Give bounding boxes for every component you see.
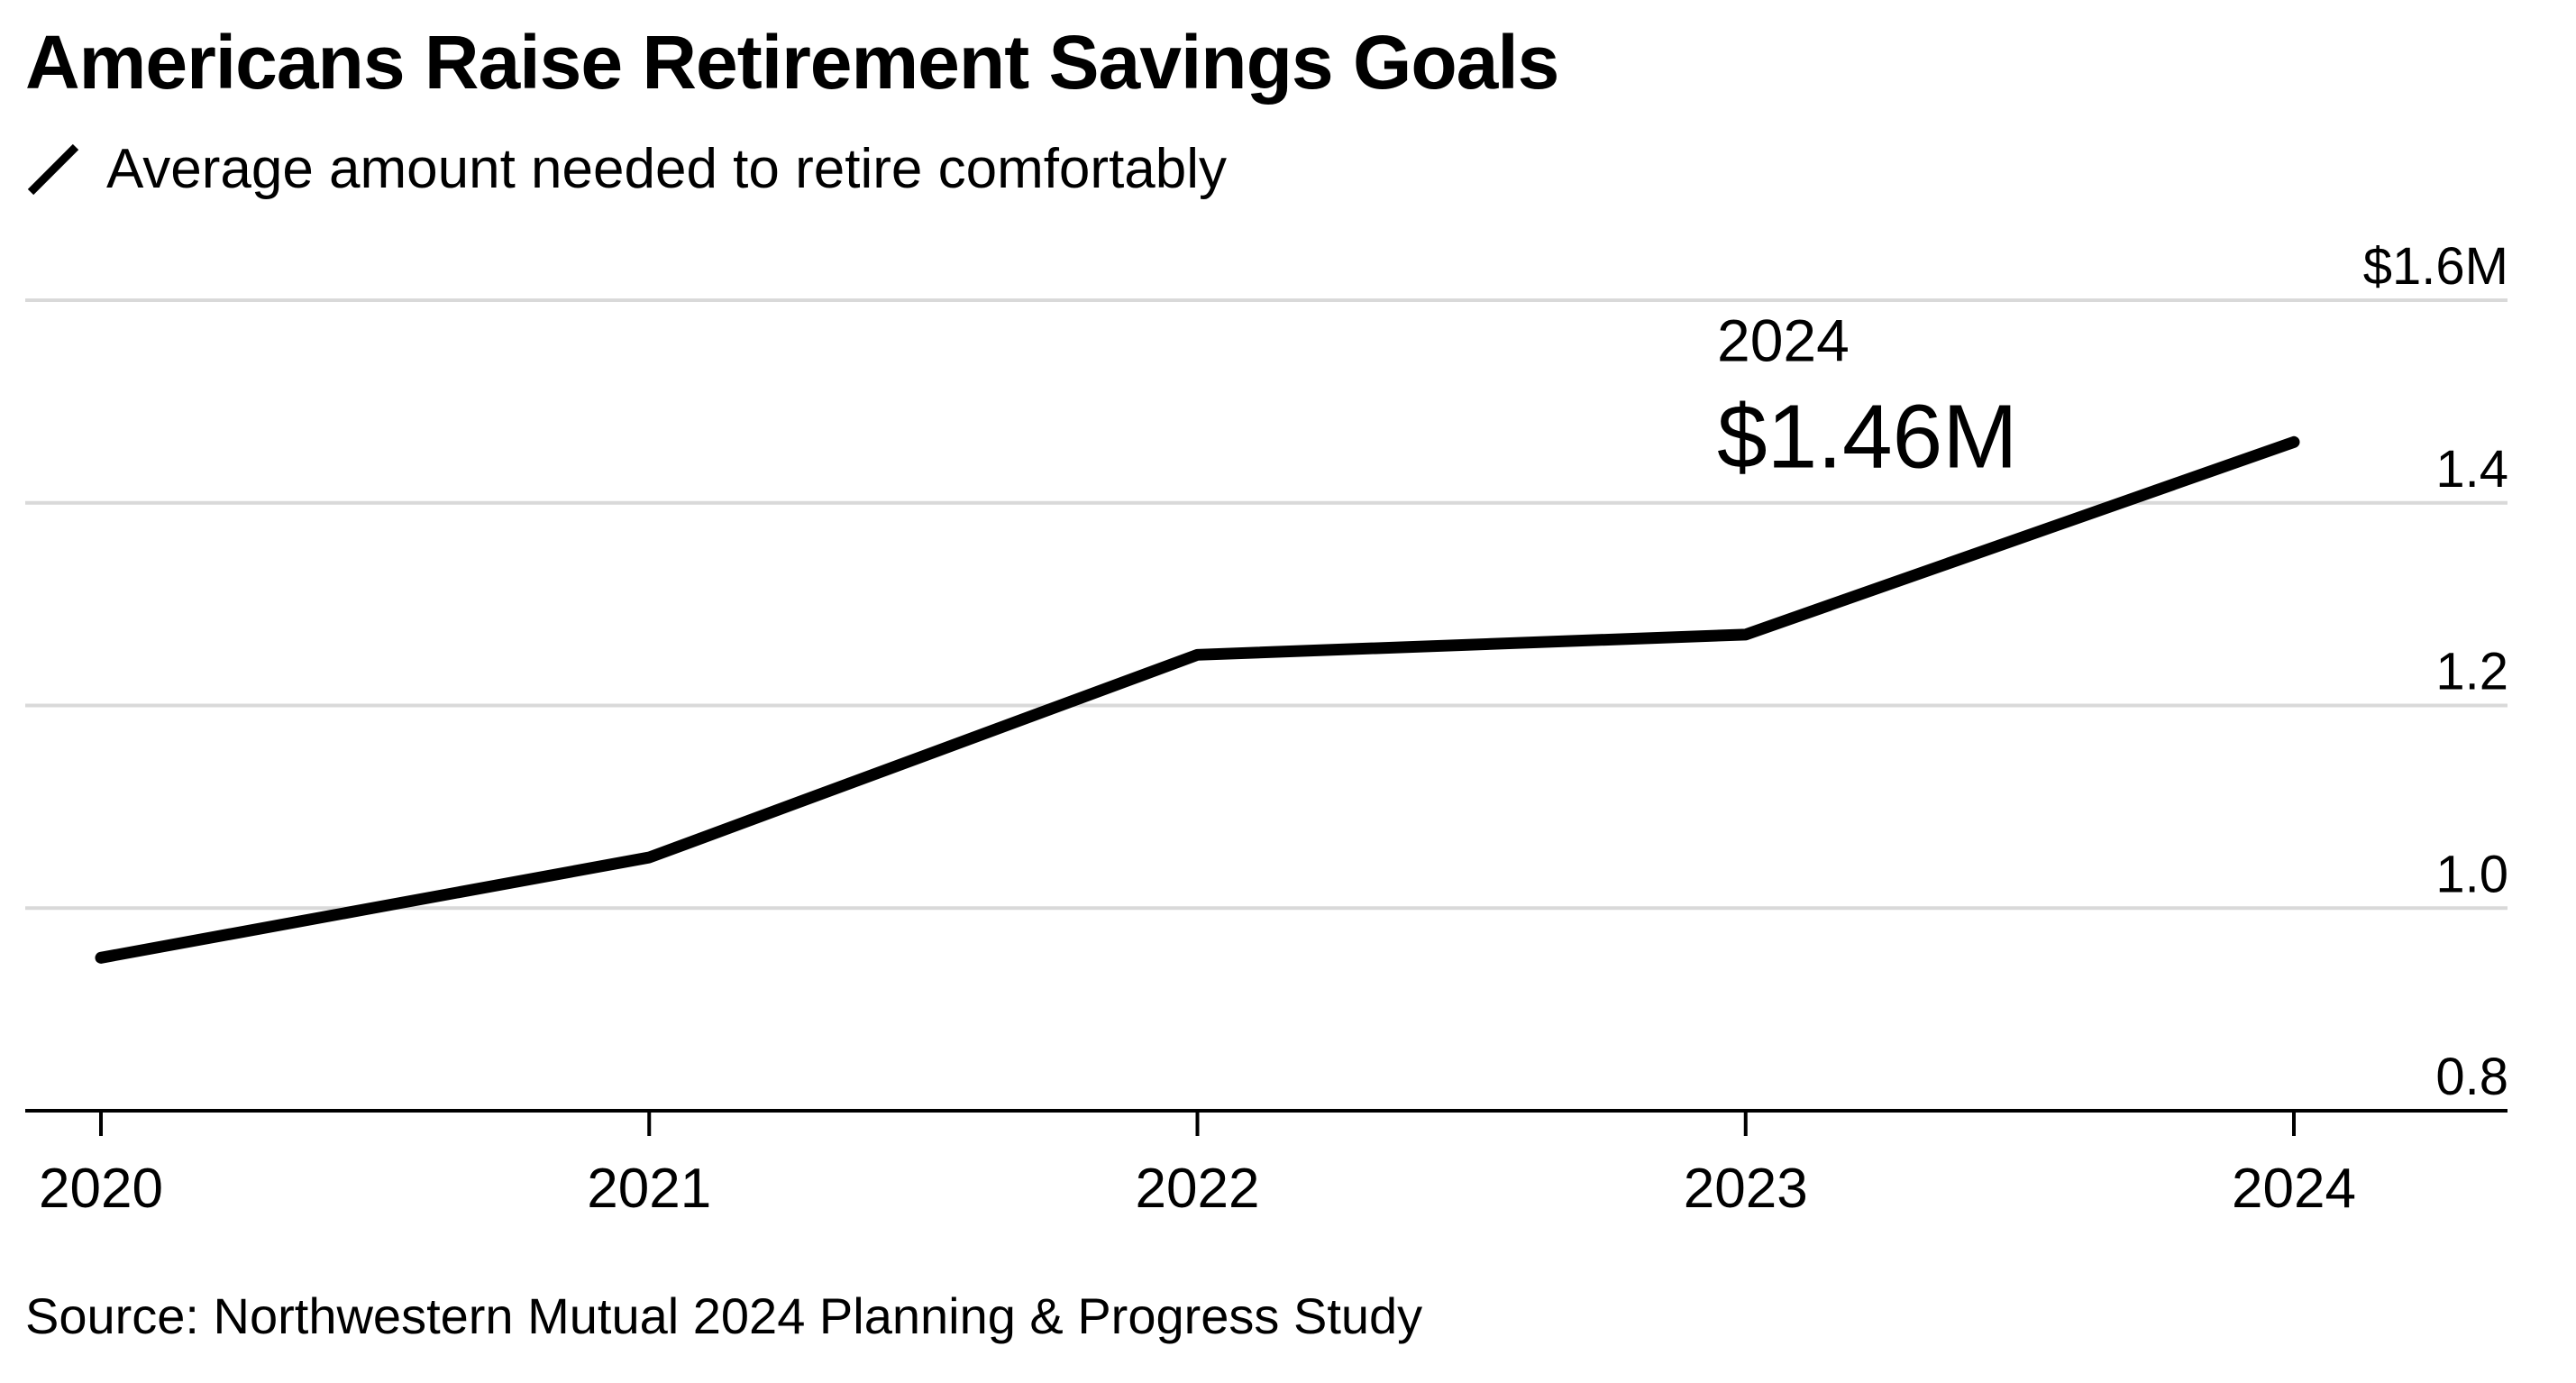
- y-tick-label: 1.2: [2435, 643, 2508, 701]
- x-axis: 2020 2021 2022 2023 2024: [25, 1109, 2507, 1220]
- x-tick-label: 2022: [1136, 1158, 1260, 1220]
- series-line: [95, 435, 2300, 964]
- y-tick-label: 1.0: [2435, 845, 2508, 903]
- legend: Average amount needed to retire comforta…: [25, 133, 1227, 206]
- x-tick-label: 2021: [587, 1158, 711, 1220]
- legend-label: Average amount needed to retire comforta…: [106, 138, 1228, 200]
- y-tick-label: 0.8: [2435, 1048, 2508, 1106]
- series-line-group: [95, 435, 2300, 964]
- x-tick-label: 2024: [2232, 1158, 2356, 1220]
- y-tick-label: 1.4: [2435, 440, 2508, 499]
- line-series-legend-icon: [27, 143, 79, 196]
- gridlines: [25, 298, 2507, 911]
- annotation-value: $1.46M: [1717, 386, 2018, 487]
- x-tick-label: 2023: [1684, 1158, 1808, 1220]
- annotation-year: 2024: [1717, 307, 1850, 373]
- y-tick-label: $1.6M: [2363, 237, 2508, 296]
- source-note: Source: Northwestern Mutual 2024 Plannin…: [25, 1287, 1423, 1344]
- y-axis: 0.8 1.0 1.2 1.4 $1.6M: [2363, 237, 2508, 1106]
- chart-title: Americans Raise Retirement Savings Goals: [25, 20, 1559, 105]
- x-tick-label: 2020: [39, 1158, 163, 1220]
- annotation: 2024 $1.46M: [1717, 307, 2018, 487]
